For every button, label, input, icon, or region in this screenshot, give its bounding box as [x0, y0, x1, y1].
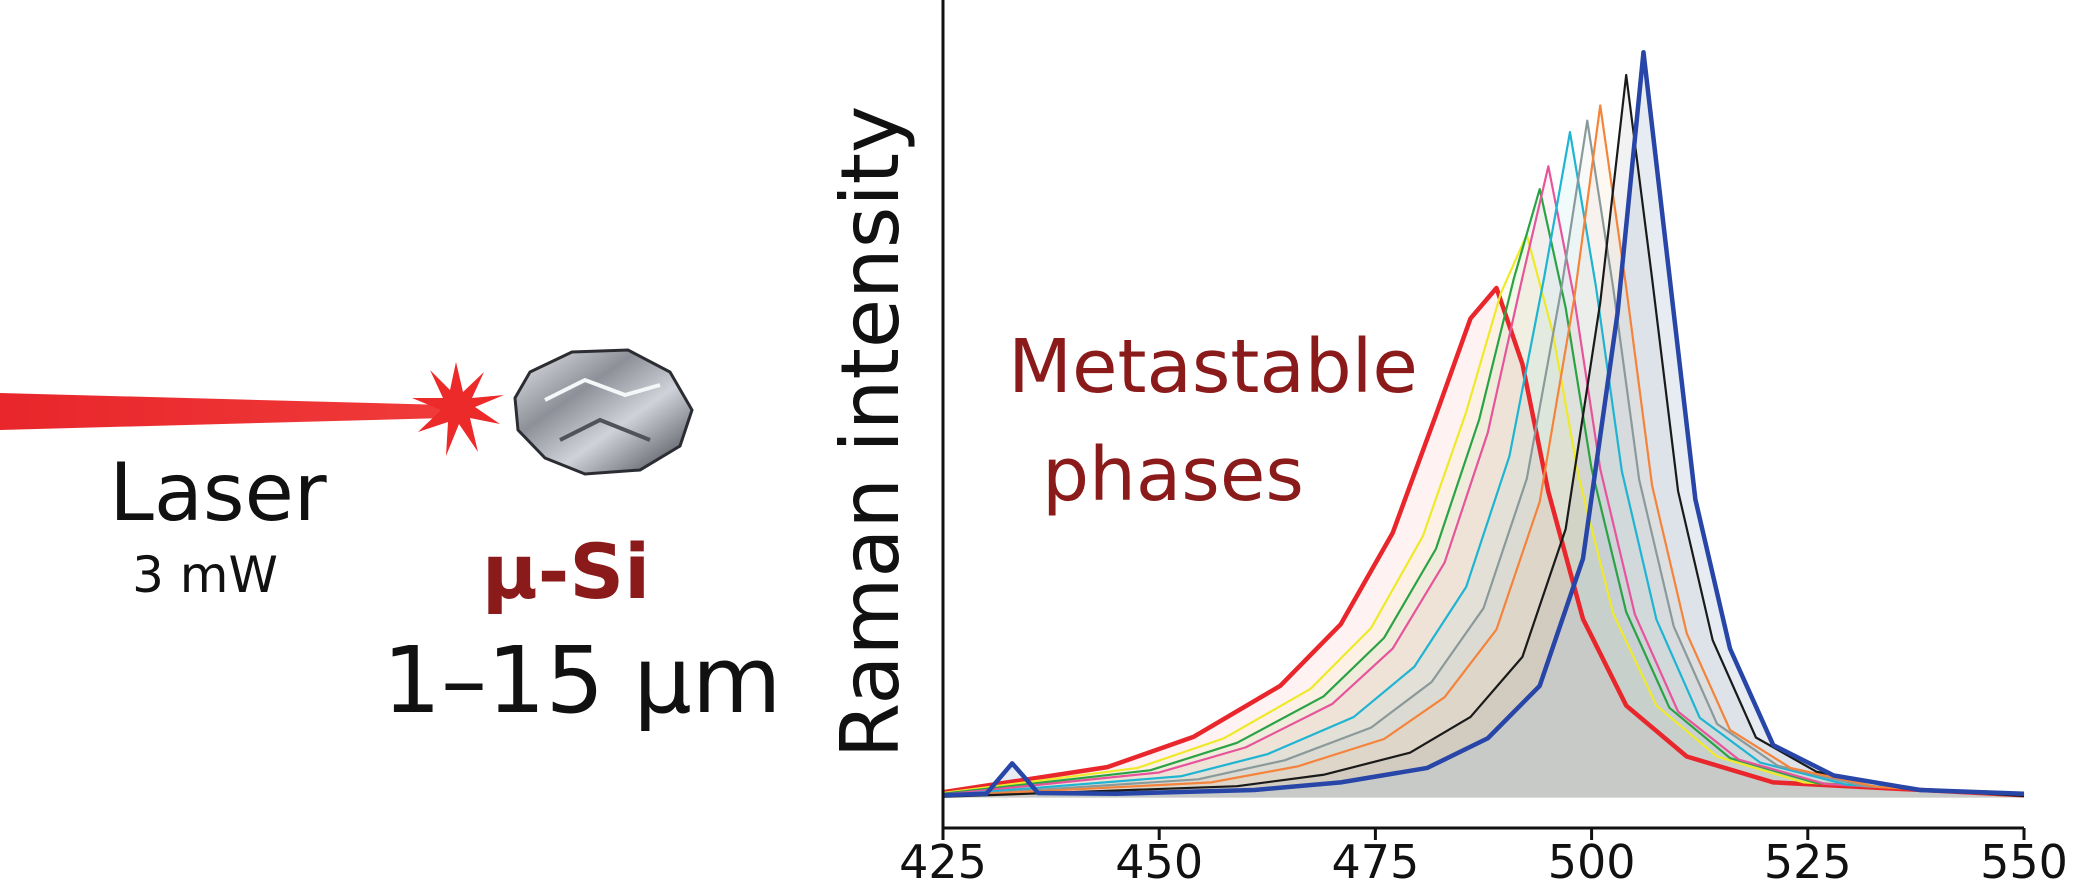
series-line [942, 285, 2025, 798]
area [943, 120, 2024, 798]
series-line [942, 165, 2025, 797]
size-label: 1–15 μm [383, 627, 782, 734]
area [943, 105, 2024, 798]
laser-beam [0, 393, 445, 430]
annotation: phases [1042, 432, 1304, 518]
area [943, 287, 2024, 798]
series-line [942, 49, 2025, 798]
series-line [942, 104, 2025, 798]
laser-power: 3 mW [132, 546, 278, 604]
particle-highlight [544, 377, 661, 402]
x-tick-label: 475 [1331, 835, 1419, 886]
x-tick-label: 425 [899, 835, 987, 886]
x-tick-label: 525 [1764, 835, 1852, 886]
laser-label: Laser [109, 446, 326, 539]
area [943, 189, 2024, 798]
y-axis-label: Raman intensity [824, 106, 917, 759]
x-tick-label: 450 [1115, 835, 1203, 886]
series-line [942, 73, 2025, 798]
laser-spot [412, 362, 504, 456]
series-line [942, 130, 2025, 797]
annotation: Metastable [1008, 324, 1418, 410]
series-line [942, 188, 2025, 797]
particle-shadow [559, 417, 651, 442]
x-tick-label: 550 [1980, 835, 2068, 886]
series-line [942, 233, 2025, 797]
area [943, 234, 2024, 798]
x-tick-label: 500 [1548, 835, 1636, 886]
area [943, 166, 2024, 798]
chart: 425 450 475 500 525 550 Raman intensity Metasta… [824, 0, 2068, 886]
series-line [942, 119, 2025, 798]
area [943, 132, 2024, 798]
silicon-particle [513, 348, 694, 476]
material-label: μ-Si [482, 527, 650, 616]
